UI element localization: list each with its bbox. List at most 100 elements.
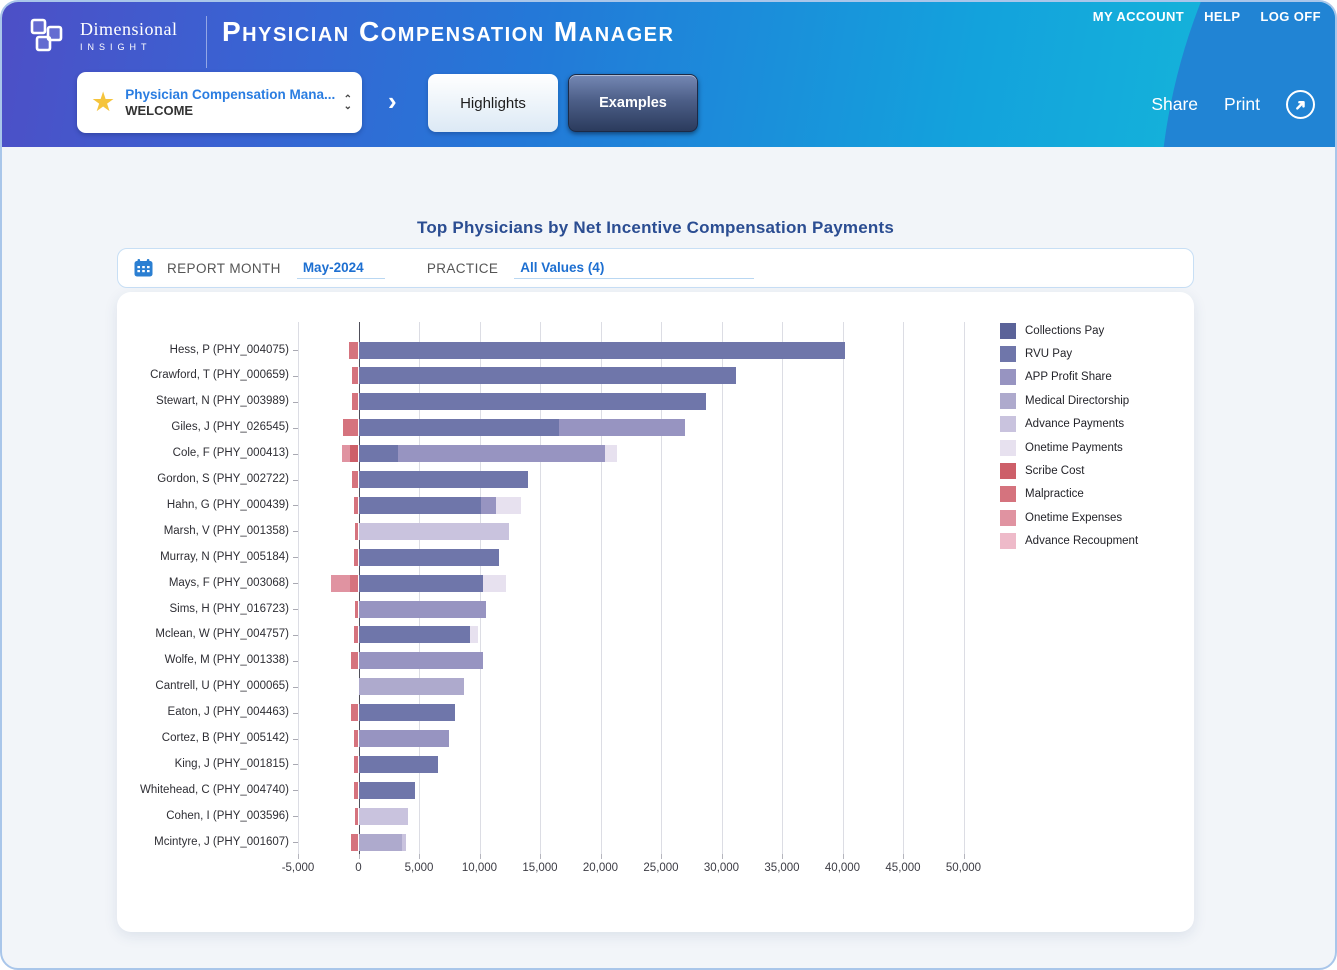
legend-item[interactable]: Scribe Cost <box>1000 459 1138 482</box>
legend-item[interactable]: RVU Pay <box>1000 342 1138 365</box>
bar-segment-rvu_pay[interactable] <box>358 341 845 359</box>
bar-segment-malpractice[interactable] <box>353 548 359 566</box>
report-month-select[interactable]: May-2024 <box>296 258 385 279</box>
y-axis-label: Stewart, N (PHY_003989) <box>156 395 289 408</box>
tab-highlights[interactable]: Highlights <box>428 74 558 132</box>
legend-item[interactable]: Collections Pay <box>1000 319 1138 342</box>
bar-segment-malpractice[interactable] <box>352 471 359 488</box>
bar-segment-malpractice[interactable] <box>351 704 359 722</box>
gridline <box>903 322 904 854</box>
page-title: Top Physicians by Net Incentive Compensa… <box>417 218 894 237</box>
bar-segment-malpractice[interactable] <box>352 367 359 385</box>
legend-item[interactable]: Onetime Payments <box>1000 436 1138 459</box>
legend-item[interactable]: Medical Directorship <box>1000 389 1138 412</box>
legend-swatch-collections_pay <box>1000 322 1016 339</box>
x-axis-tick <box>358 854 360 859</box>
bar-segment-rvu_pay[interactable] <box>358 496 481 514</box>
bar-segment-app_profit_share[interactable] <box>358 652 484 670</box>
legend-item[interactable]: Advance Payments <box>1000 413 1138 436</box>
legend-item[interactable]: Malpractice <box>1000 483 1138 506</box>
x-axis-tick-label: 45,000 <box>885 862 921 874</box>
y-axis-tick <box>293 583 298 585</box>
bar-segment-scribe_cost[interactable] <box>350 445 359 463</box>
bar-segment-rvu_pay[interactable] <box>358 419 560 437</box>
bar-segment-rvu_pay[interactable] <box>358 781 416 799</box>
dashboard-selector-title: Physician Compensation Mana... <box>125 87 336 102</box>
legend-label: Malpractice <box>1025 488 1084 501</box>
practice-select[interactable]: All Values (4) <box>514 258 755 279</box>
bar-segment-rvu_pay[interactable] <box>358 445 399 463</box>
chevron-updown-icon[interactable]: ⌃ ⌄ <box>343 93 352 112</box>
bar-segment-app_profit_share[interactable] <box>398 445 606 463</box>
bar-segment-medical_directorship[interactable] <box>358 678 464 696</box>
bar-segment-malpractice[interactable] <box>353 781 359 799</box>
x-axis-tick <box>419 854 420 859</box>
x-axis-tick-label: 10,000 <box>461 862 498 874</box>
bar-segment-app_profit_share[interactable] <box>358 600 486 618</box>
log-off-link[interactable]: LOG OFF <box>1260 9 1321 24</box>
bar-segment-rvu_pay[interactable] <box>358 704 456 722</box>
bar-segment-rvu_pay[interactable] <box>358 755 439 773</box>
bar-segment-onetime_payments[interactable] <box>605 445 618 463</box>
y-axis-tick <box>293 790 298 792</box>
bar-segment-malpractice[interactable] <box>348 341 359 359</box>
y-axis-label: Wolfe, M (PHY_001338) <box>164 654 289 667</box>
bar-segment-app_profit_share[interactable] <box>480 496 497 514</box>
legend-item[interactable]: Onetime Expenses <box>1000 506 1138 529</box>
bar-segment-malpractice[interactable] <box>353 626 359 644</box>
bar-segment-onetime_expenses[interactable] <box>330 574 351 592</box>
bar-segment-rvu_pay[interactable] <box>358 471 528 488</box>
bar-segment-rvu_pay[interactable] <box>358 548 499 566</box>
dimensional-insight-logo[interactable]: Dimensional INSIGHT <box>28 14 178 56</box>
tab-examples[interactable]: Examples <box>568 74 698 132</box>
gridline <box>782 322 783 854</box>
share-button[interactable]: Share <box>1151 94 1199 114</box>
legend-item[interactable]: Advance Recoupment <box>1000 530 1138 553</box>
y-axis-label: Hess, P (PHY_004075) <box>169 343 289 356</box>
bar-segment-onetime_payments[interactable] <box>469 626 479 644</box>
y-axis-tick <box>293 401 298 403</box>
bar-segment-malpractice[interactable] <box>354 522 359 540</box>
bar-segment-onetime_payments[interactable] <box>483 574 507 592</box>
gridline <box>661 322 662 854</box>
bar-segment-malpractice[interactable] <box>342 419 359 437</box>
bar-segment-malpractice[interactable] <box>354 600 359 618</box>
y-axis-tick <box>293 609 298 610</box>
x-axis-tick <box>479 854 481 859</box>
y-axis-label: Marsh, V (PHY_001358) <box>163 524 289 537</box>
y-axis-label: Giles, J (PHY_026545) <box>171 421 289 434</box>
bar-segment-rvu_pay[interactable] <box>358 574 484 592</box>
dashboard-selector-subtitle: WELCOME <box>125 103 194 118</box>
dashboard-selector[interactable]: ★ Physician Compensation Mana... WELCOME… <box>77 72 362 133</box>
bar-segment-app_profit_share[interactable] <box>358 730 450 747</box>
x-axis-tick-label: 30,000 <box>703 862 740 874</box>
y-axis-label: Cantrell, U (PHY_000065) <box>155 680 289 693</box>
bar-segment-rvu_pay[interactable] <box>358 626 470 644</box>
bar-segment-malpractice[interactable] <box>352 393 359 411</box>
x-axis-tick-label: 15,000 <box>522 862 558 874</box>
bar-segment-advance_payments[interactable] <box>402 833 406 851</box>
gridline <box>963 322 965 854</box>
bar-segment-medical_directorship[interactable] <box>358 833 403 851</box>
bar-segment-onetime_expenses[interactable] <box>341 445 351 463</box>
bar-segment-malpractice[interactable] <box>353 755 359 773</box>
bar-segment-rvu_pay[interactable] <box>358 367 737 385</box>
open-in-new-icon[interactable]: ➜ <box>1286 90 1315 119</box>
bar-segment-advance_payments[interactable] <box>358 807 409 825</box>
bar-segment-malpractice[interactable] <box>353 730 359 747</box>
bar-segment-advance_payments[interactable] <box>358 522 509 540</box>
my-account-link[interactable]: MY ACCOUNT <box>1092 9 1185 24</box>
bar-segment-malpractice[interactable] <box>354 807 359 825</box>
bar-segment-malpractice[interactable] <box>351 833 359 851</box>
bar-segment-malpractice[interactable] <box>350 574 359 592</box>
print-button[interactable]: Print <box>1224 94 1260 114</box>
bar-segment-malpractice[interactable] <box>353 496 359 514</box>
y-axis-label: Murray, N (PHY_005184) <box>160 550 289 563</box>
legend-item[interactable]: APP Profit Share <box>1000 366 1138 389</box>
bar-segment-onetime_payments[interactable] <box>496 496 521 514</box>
bar-segment-app_profit_share[interactable] <box>559 419 686 437</box>
help-link[interactable]: HELP <box>1204 9 1241 24</box>
bar-segment-rvu_pay[interactable] <box>358 393 706 411</box>
bar-segment-malpractice[interactable] <box>351 652 359 670</box>
